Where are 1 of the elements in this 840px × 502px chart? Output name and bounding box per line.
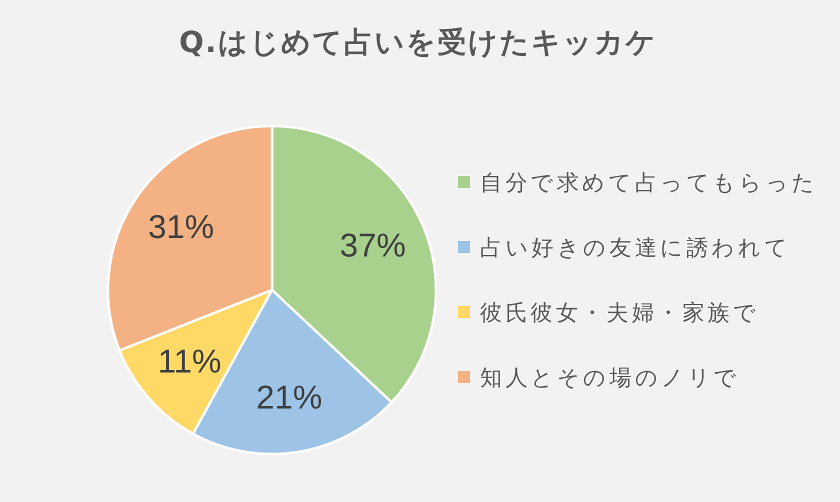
title: Q.はじめて占いを受けたキッカケ (179, 25, 657, 59)
